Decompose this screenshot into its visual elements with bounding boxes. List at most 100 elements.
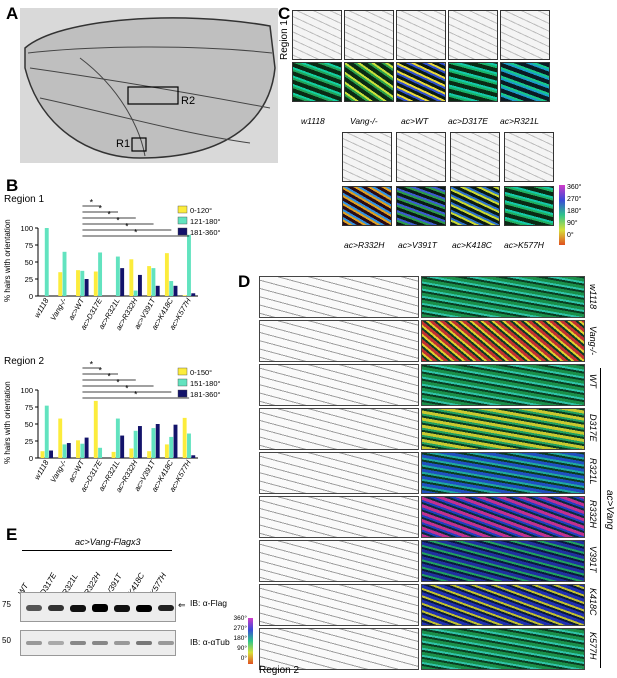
d-gray-vang bbox=[259, 320, 419, 362]
tile-gray-v391t bbox=[396, 132, 446, 182]
bar bbox=[66, 443, 71, 458]
bar bbox=[111, 451, 116, 458]
tile-gray-r321l bbox=[500, 10, 550, 60]
d-scale-270: 270° bbox=[233, 625, 247, 632]
legend-swatch bbox=[177, 389, 188, 398]
y-tick-label: 100 bbox=[20, 386, 33, 395]
band-tub-1 bbox=[26, 641, 42, 645]
legend-label: 0-120° bbox=[190, 206, 212, 215]
bar bbox=[164, 253, 169, 296]
tile-color-vang bbox=[344, 62, 394, 102]
legend-swatch bbox=[177, 205, 188, 214]
bar bbox=[84, 437, 89, 458]
d-group-label: ac>Vang bbox=[604, 490, 615, 530]
d-gray-r332h bbox=[259, 496, 419, 538]
region1-chart: Region 1 % hairs with orientation 0 25 50 75 1… bbox=[3, 194, 221, 332]
c-scale-0: 0° bbox=[567, 232, 574, 239]
tile-color-r332h bbox=[342, 186, 392, 226]
d-group-bracket bbox=[600, 368, 601, 668]
band-tub-2 bbox=[48, 641, 64, 645]
sig-star: * bbox=[98, 366, 102, 376]
bar bbox=[191, 455, 196, 458]
bar bbox=[133, 290, 138, 296]
d-color-vang bbox=[421, 320, 585, 362]
bar bbox=[80, 443, 85, 458]
d-color-k418c bbox=[421, 584, 585, 626]
d-color-w1118 bbox=[421, 276, 585, 318]
c-label-2: ac>WT bbox=[401, 116, 429, 126]
y-tick-label: 100 bbox=[20, 224, 33, 233]
region2-box bbox=[127, 86, 179, 105]
bar bbox=[133, 430, 138, 458]
d-color-v391t bbox=[421, 540, 585, 582]
region2-chart: Region 2 % hairs with orientation 0 25 50 75 1… bbox=[3, 356, 221, 494]
panel-label-e: E bbox=[6, 525, 18, 544]
sig-star: * bbox=[116, 378, 120, 388]
bar bbox=[155, 285, 160, 296]
tile-gray-d317e bbox=[448, 10, 498, 60]
band-tub-7 bbox=[158, 641, 174, 645]
legend-swatch bbox=[177, 227, 188, 236]
legend-swatch bbox=[177, 378, 188, 387]
d-label-k577h: K577H bbox=[588, 632, 598, 660]
d-gray-w1118 bbox=[259, 276, 419, 318]
bar bbox=[76, 440, 80, 458]
bar bbox=[76, 270, 80, 296]
bar bbox=[58, 418, 63, 458]
c-color-scale bbox=[559, 185, 565, 245]
bar bbox=[98, 447, 103, 458]
y-tick-label: 50 bbox=[25, 420, 33, 429]
y-tick-label: 0 bbox=[29, 454, 33, 463]
category-label: w1118 bbox=[32, 296, 51, 319]
legend-label: 181-360° bbox=[190, 228, 221, 237]
ib-tub-label: IB: α-αTub bbox=[190, 637, 230, 647]
d-label-d317e: D317E bbox=[588, 414, 598, 442]
panel-label-a: A bbox=[6, 4, 19, 23]
tile-color-r321l bbox=[500, 62, 550, 102]
r2-label: R2 bbox=[181, 95, 196, 107]
d-gray-v391t bbox=[259, 540, 419, 582]
band-tub-3 bbox=[70, 641, 86, 645]
c-label-6: ac>V391T bbox=[398, 240, 437, 250]
c-scale-360: 360° bbox=[567, 184, 582, 191]
sig-star: * bbox=[134, 228, 138, 238]
tile-color-w1118 bbox=[292, 62, 342, 102]
band-flag-4 bbox=[92, 604, 108, 612]
d-gray-k577h bbox=[259, 628, 419, 670]
arrow-icon: ⇐ bbox=[178, 600, 186, 610]
band-flag-5 bbox=[114, 605, 130, 612]
bar bbox=[151, 428, 156, 458]
tile-gray-wt bbox=[396, 10, 446, 60]
c-label-0: w1118 bbox=[301, 116, 325, 126]
bar bbox=[49, 450, 53, 458]
sig-star: * bbox=[98, 204, 102, 214]
legend-label: 0-150° bbox=[190, 368, 212, 377]
d-scale-360: 360° bbox=[233, 615, 247, 622]
blot-title-line bbox=[22, 550, 172, 551]
tile-gray-r332h bbox=[342, 132, 392, 182]
bar bbox=[62, 251, 67, 296]
bar bbox=[129, 448, 134, 458]
legend-label: 151-180° bbox=[190, 379, 221, 388]
bar bbox=[187, 433, 191, 458]
bar bbox=[120, 268, 125, 296]
panel-label-b: B bbox=[6, 176, 19, 195]
bar bbox=[120, 435, 125, 458]
bar bbox=[182, 295, 187, 296]
d-color-d317e bbox=[421, 408, 585, 450]
c-label-3: ac>D317E bbox=[448, 116, 488, 126]
d-scale-0: 0° bbox=[240, 655, 247, 662]
d-label-r321l: R321L bbox=[588, 458, 598, 485]
bar bbox=[169, 281, 174, 296]
category-label: Vang-/- bbox=[48, 296, 68, 322]
tile-color-k418c bbox=[450, 186, 500, 226]
bar bbox=[155, 424, 160, 458]
c-label-1: Vang-/- bbox=[350, 116, 378, 126]
d-scale-180: 180° bbox=[233, 635, 247, 642]
blot-title: ac>Vang-Flagx3 bbox=[75, 537, 141, 547]
tile-color-k577h bbox=[504, 186, 554, 226]
y-axis-label: % hairs with orientation bbox=[3, 381, 12, 464]
d-color-k577h bbox=[421, 628, 585, 670]
bar bbox=[115, 256, 120, 296]
bar bbox=[173, 285, 178, 296]
